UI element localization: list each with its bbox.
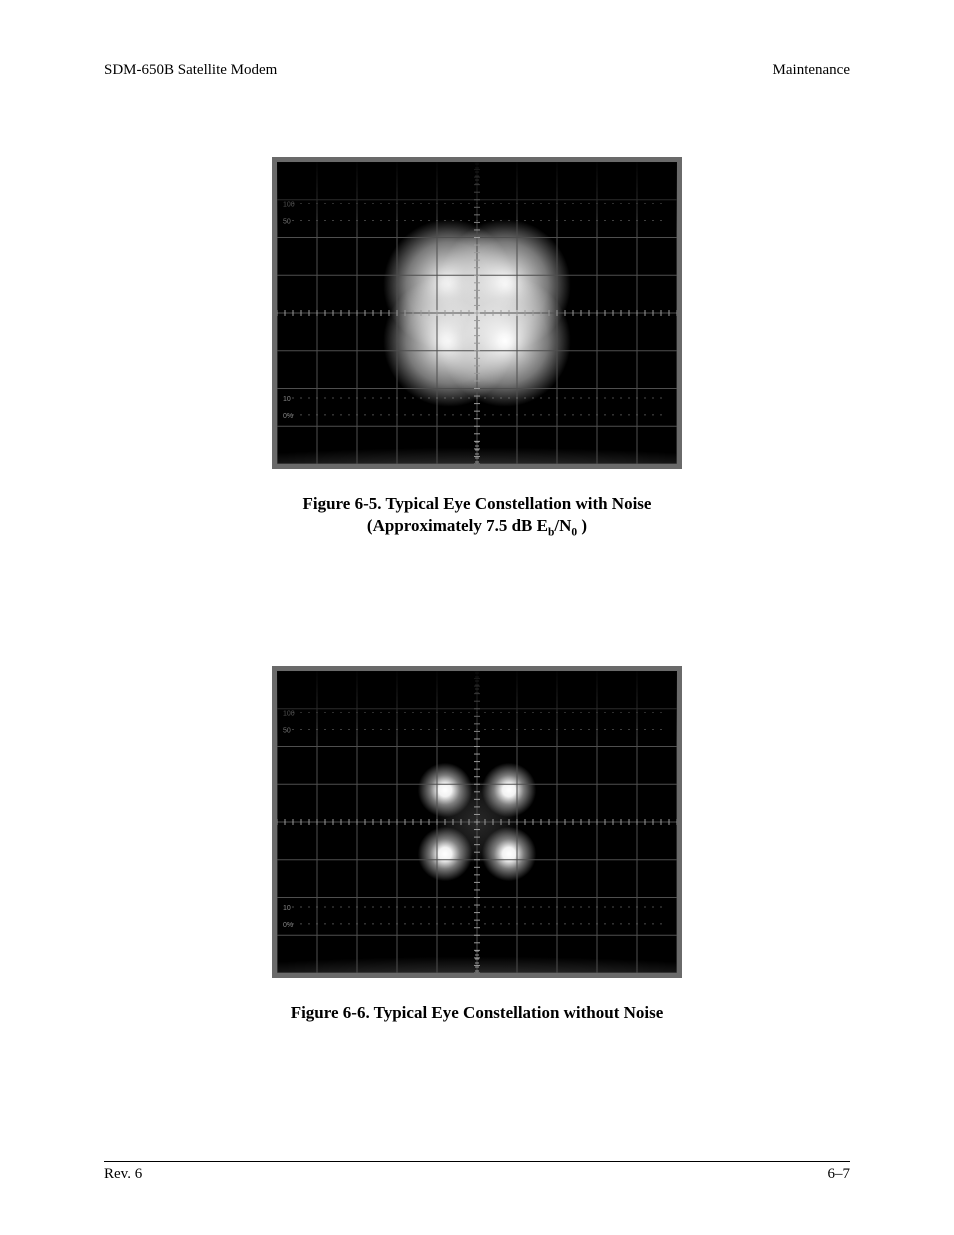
svg-text:0%: 0% (283, 922, 293, 929)
svg-text:10: 10 (283, 905, 291, 912)
caption-line-2: (Approximately 7.5 dB Eb/N0 ) (303, 515, 652, 540)
header-right: Maintenance (773, 62, 850, 79)
footer-left: Rev. 6 (104, 1166, 142, 1183)
footer-right: 6–7 (828, 1166, 851, 1183)
caption-text: /N (554, 516, 571, 535)
svg-text:0%: 0% (283, 413, 293, 420)
svg-text:100: 100 (283, 202, 295, 209)
figure-caption: Figure 6-6. Typical Eye Constellation wi… (291, 1002, 664, 1024)
oscilloscope-bezel: 100 50 10 0% (272, 666, 682, 978)
figure-6-5: 100 50 10 0% Figure 6-5. Typical Eye Conste… (104, 157, 850, 540)
oscilloscope-screen: 100 50 10 0% (277, 162, 677, 464)
svg-text:10: 10 (283, 396, 291, 403)
page-header: SDM-650B Satellite Modem Maintenance (104, 62, 850, 83)
oscilloscope-bezel: 100 50 10 0% (272, 157, 682, 469)
svg-text:100: 100 (283, 710, 295, 717)
oscilloscope-screen: 100 50 10 0% (277, 671, 677, 973)
figure-caption: Figure 6-5. Typical Eye Constellation wi… (303, 493, 652, 540)
caption-text: (Approximately 7.5 dB E (367, 516, 548, 535)
header-left: SDM-650B Satellite Modem (104, 62, 277, 79)
page-footer: Rev. 6 6–7 (104, 1161, 850, 1183)
caption-line-1: Figure 6-6. Typical Eye Constellation wi… (291, 1002, 664, 1024)
caption-line-1: Figure 6-5. Typical Eye Constellation wi… (303, 493, 652, 515)
svg-text:50: 50 (283, 727, 291, 734)
footer-rule (104, 1161, 850, 1162)
caption-text: ) (577, 516, 587, 535)
svg-text:50: 50 (283, 219, 291, 226)
figure-6-6: 100 50 10 0% Figure 6-6. Typical Eye Conste… (104, 666, 850, 1024)
